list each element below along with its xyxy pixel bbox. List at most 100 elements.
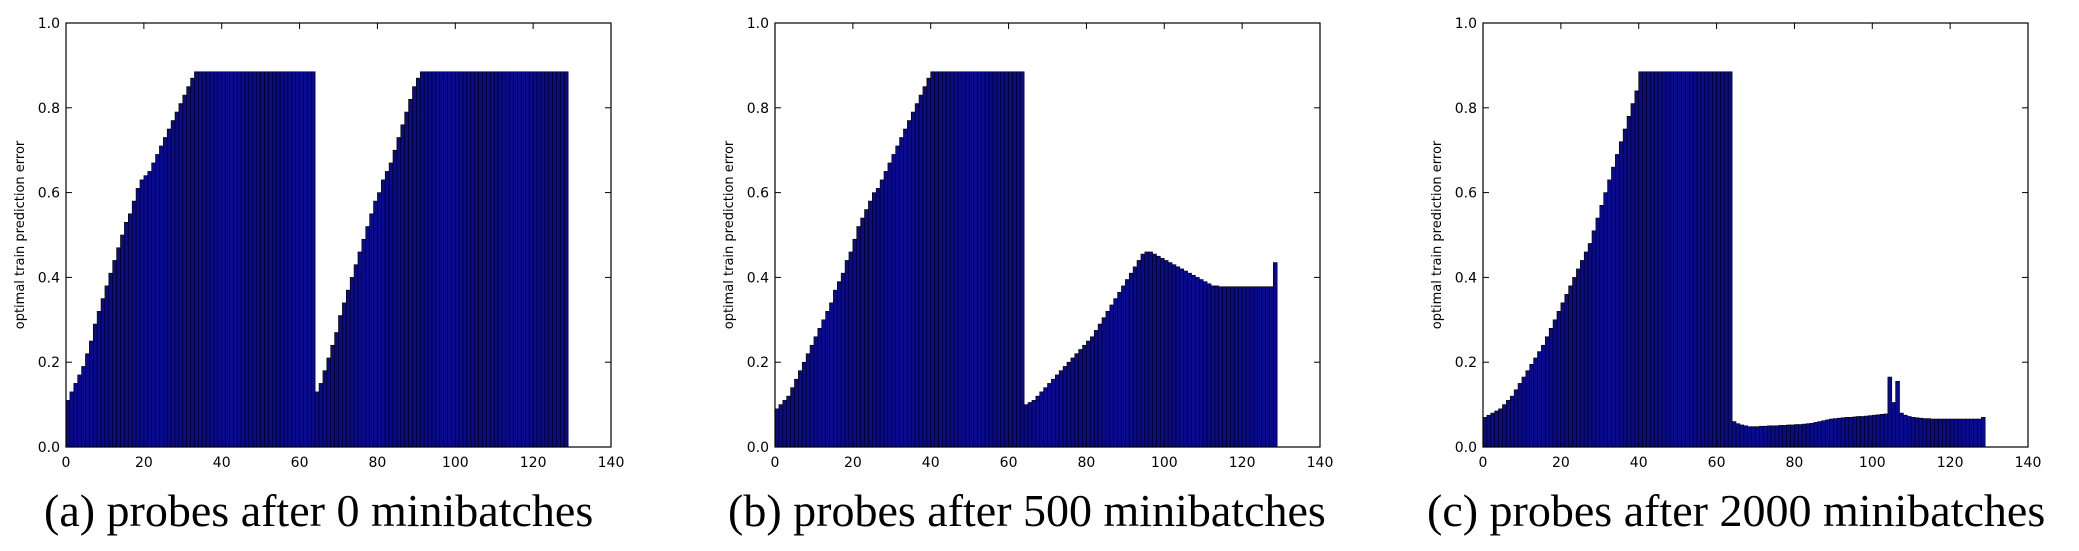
- bar: [1140, 253, 1146, 448]
- bar: [1681, 71, 1686, 448]
- bar: [307, 71, 312, 448]
- bar: [1035, 395, 1041, 448]
- bar: [1829, 418, 1834, 448]
- bar: [945, 71, 951, 448]
- bar: [112, 260, 117, 448]
- bar: [1525, 370, 1531, 448]
- bar: [1603, 192, 1608, 448]
- bar: [326, 357, 332, 448]
- bar: [1183, 270, 1188, 448]
- x-tick-label: 120: [1229, 455, 1256, 471]
- bar: [248, 71, 254, 448]
- bar: [922, 86, 928, 448]
- bar: [108, 272, 114, 448]
- bar: [813, 336, 819, 448]
- bar: [1167, 262, 1173, 448]
- bar: [992, 71, 998, 448]
- bar: [474, 71, 479, 448]
- bar: [92, 323, 98, 448]
- bar: [560, 71, 565, 448]
- y-axis-label: optimal train prediction error: [13, 140, 28, 329]
- bar: [556, 71, 561, 448]
- x-tick-label: 20: [135, 455, 153, 471]
- bar: [458, 71, 464, 448]
- bar: [1237, 286, 1243, 448]
- bar: [303, 71, 308, 448]
- bar: [1502, 404, 1507, 448]
- bar: [1685, 71, 1690, 448]
- y-tick-label: 0.6: [1455, 186, 1477, 202]
- bar: [1739, 424, 1745, 448]
- bar: [1708, 71, 1713, 448]
- bar: [1786, 424, 1791, 448]
- bar: [275, 71, 281, 448]
- bar: [1875, 414, 1881, 448]
- bar: [209, 71, 215, 448]
- bar: [1630, 103, 1636, 448]
- bar: [1642, 71, 1647, 448]
- bar: [1762, 425, 1768, 448]
- bar: [1930, 418, 1935, 448]
- bar: [1136, 260, 1142, 448]
- bar: [1245, 286, 1251, 448]
- bar: [1509, 395, 1515, 448]
- bar: [1128, 272, 1134, 448]
- bar: [334, 332, 339, 448]
- bar: [969, 71, 974, 448]
- bar: [1883, 413, 1889, 448]
- bar: [1957, 418, 1963, 448]
- bar: [166, 128, 172, 448]
- bar: [1833, 418, 1838, 448]
- bar: [443, 71, 448, 448]
- bar: [69, 391, 75, 448]
- bar: [439, 71, 444, 448]
- plot-frame: [1482, 22, 2029, 448]
- bar: [868, 200, 873, 448]
- bar: [1817, 421, 1822, 448]
- bar: [482, 71, 487, 448]
- bar: [120, 234, 125, 448]
- bar: [1720, 71, 1725, 448]
- bar: [513, 71, 518, 448]
- bar: [856, 226, 861, 448]
- bar: [322, 370, 328, 448]
- bar: [1179, 268, 1185, 448]
- bar: [532, 71, 538, 448]
- bar: [1498, 408, 1503, 448]
- bar: [1004, 71, 1009, 448]
- bar: [423, 71, 429, 448]
- bar: [879, 179, 885, 448]
- bar: [525, 71, 530, 448]
- bar: [163, 137, 168, 448]
- bar: [369, 213, 374, 448]
- x-tick-label: 140: [1307, 455, 1334, 471]
- bar: [373, 200, 378, 448]
- x-tick-label: 0: [771, 455, 780, 471]
- bar: [314, 391, 320, 448]
- bar: [1615, 154, 1620, 448]
- bar: [1117, 291, 1122, 448]
- bar: [388, 162, 394, 448]
- caption-c: (c) probes after 2000 minibatches: [1427, 485, 2046, 536]
- bar: [1689, 71, 1694, 448]
- bar: [100, 298, 106, 448]
- y-tick-label: 0.2: [747, 355, 769, 371]
- bar: [73, 383, 78, 448]
- bar: [1942, 418, 1947, 448]
- bar: [540, 71, 546, 448]
- bar: [1743, 425, 1749, 448]
- bar: [124, 221, 129, 448]
- bar: [1548, 327, 1554, 448]
- bar: [1544, 336, 1550, 448]
- bar: [1027, 402, 1033, 448]
- y-tick-label: 0.4: [38, 270, 60, 286]
- bar: [825, 311, 830, 448]
- bar: [1591, 230, 1597, 448]
- bar: [1062, 366, 1068, 448]
- x-tick-label: 40: [922, 455, 940, 471]
- bar: [544, 71, 550, 448]
- bar: [1486, 414, 1492, 448]
- bar: [1074, 353, 1079, 448]
- bars-group: [1482, 71, 1986, 448]
